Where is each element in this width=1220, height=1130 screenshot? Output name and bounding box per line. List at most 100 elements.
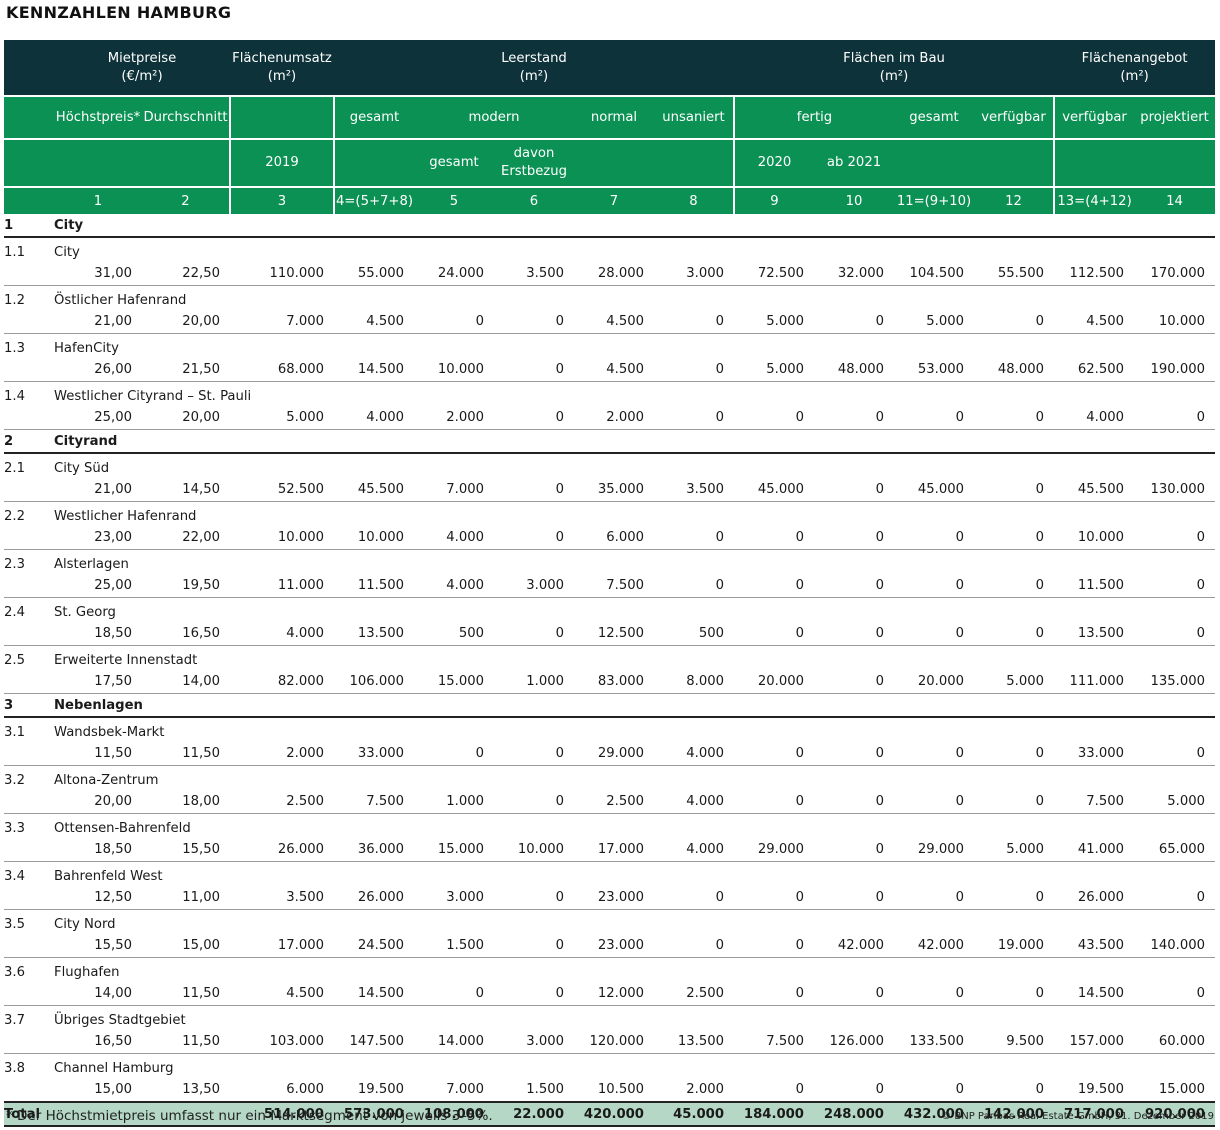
table-cell: 48.000 bbox=[974, 357, 1055, 382]
table-cell: 0 bbox=[814, 789, 894, 814]
header-row-details: 2019 gesamt davon Erstbezug 2020 ab 2021 bbox=[4, 138, 1216, 187]
table-cell: 4.500 bbox=[574, 357, 654, 382]
table-cell: 9.500 bbox=[974, 1029, 1055, 1054]
total-row: Total 514.000 573.000 108.000 22.000 420.000 4… bbox=[4, 1101, 1216, 1127]
header-modern-gesamt: gesamt bbox=[414, 138, 494, 187]
table-cell: 28.000 bbox=[574, 261, 654, 286]
table-cell: 2.500 bbox=[574, 789, 654, 814]
district-id: 1.2 bbox=[4, 293, 25, 308]
header-unsaniert: unsaniert bbox=[654, 95, 734, 139]
table-cell: 15,00 bbox=[54, 1077, 142, 1103]
table-cell: 11,50 bbox=[142, 741, 230, 766]
district-name: Alsterlagen bbox=[54, 557, 129, 572]
district-id: 2.5 bbox=[4, 653, 25, 668]
table-cell: 17.000 bbox=[230, 933, 334, 958]
table-cell: 3.500 bbox=[494, 261, 574, 286]
district-name: Westlicher Cityrand – St. Pauli bbox=[54, 389, 252, 404]
table-cell: 45.500 bbox=[1054, 477, 1135, 502]
district-id: 2.3 bbox=[4, 557, 25, 572]
col-number: 1 bbox=[54, 186, 142, 214]
district-name: Altona-Zentrum bbox=[54, 773, 159, 788]
table-cell: 0 bbox=[494, 981, 574, 1006]
header-durchschnitt: Durchschnitt bbox=[142, 95, 230, 139]
table-cell: 0 bbox=[494, 405, 574, 430]
col-number: 12 bbox=[974, 186, 1055, 214]
district-values-row: 11,50 11,50 2.000 33.000 0 0 29.000 4.000 0 0 0 0 33… bbox=[4, 741, 1216, 766]
table-cell: 7.000 bbox=[230, 309, 334, 334]
table-cell: 0 bbox=[814, 405, 894, 430]
table-cell: 0 bbox=[974, 525, 1055, 550]
table-cell: 0 bbox=[814, 837, 894, 862]
copyright: © BNP Paribas Real Estate GmbH, 31. Deze… bbox=[941, 1111, 1214, 1122]
table-cell: 0 bbox=[1134, 885, 1216, 910]
table-cell: 72.500 bbox=[734, 261, 814, 286]
table-cell: 0 bbox=[654, 525, 734, 550]
table-cell: 126.000 bbox=[814, 1029, 894, 1054]
table-cell: 13.500 bbox=[334, 621, 414, 646]
header-flaechen-im-bau: Flächen im Bau (m²) bbox=[734, 40, 1055, 96]
table-cell: 23,00 bbox=[54, 525, 142, 550]
table-cell: 0 bbox=[814, 309, 894, 334]
table-cell: 2.500 bbox=[230, 789, 334, 814]
section-row: 2 Cityrand bbox=[4, 429, 1216, 454]
table-cell: 26,00 bbox=[54, 357, 142, 382]
table-cell: 18,50 bbox=[54, 837, 142, 862]
kennzahlen-table: Mietpreise (€/m²) Flächenumsatz (m²) Leers… bbox=[4, 40, 1216, 1127]
col-number: 3 bbox=[229, 186, 334, 214]
table-cell: 42.000 bbox=[894, 933, 974, 958]
table-cell: 45.500 bbox=[334, 477, 414, 502]
table-cell: 0 bbox=[414, 741, 494, 766]
section-number: 3 bbox=[4, 693, 54, 718]
header-row-column-numbers: 1 2 3 4=(5+7+8) 5 6 7 8 9 10 11=(9+10) 1… bbox=[4, 186, 1216, 214]
table-cell: 14.500 bbox=[334, 357, 414, 382]
table-cell: 0 bbox=[654, 573, 734, 598]
header-ab-2021: ab 2021 bbox=[814, 138, 894, 187]
table-cell: 2.500 bbox=[654, 981, 734, 1006]
total-cell: 22.000 bbox=[494, 1101, 574, 1127]
table-cell: 7.500 bbox=[1054, 789, 1135, 814]
table-cell: 0 bbox=[734, 981, 814, 1006]
total-cell: 248.000 bbox=[814, 1101, 894, 1127]
table-cell: 83.000 bbox=[574, 669, 654, 694]
table-cell: 110.000 bbox=[230, 261, 334, 286]
district-name-row: 2.3 Alsterlagen bbox=[4, 550, 1215, 574]
district-values-row: 16,50 11,50 103.000 147.500 14.000 3.000 120.0… bbox=[4, 1029, 1216, 1054]
district-name-row: 2.2 Westlicher Hafenrand bbox=[4, 502, 1215, 526]
table-cell: 25,00 bbox=[54, 405, 142, 430]
table-cell: 10.000 bbox=[414, 357, 494, 382]
table-cell: 1.500 bbox=[414, 933, 494, 958]
district-name: Östlicher Hafenrand bbox=[54, 293, 187, 308]
table-cell: 13,50 bbox=[142, 1077, 230, 1103]
table-cell: 0 bbox=[814, 621, 894, 646]
table-cell: 0 bbox=[734, 405, 814, 430]
table-cell: 7.500 bbox=[734, 1029, 814, 1054]
table-cell: 20.000 bbox=[734, 669, 814, 694]
table-cell: 22,50 bbox=[142, 261, 230, 286]
col-number: 6 bbox=[494, 186, 574, 214]
section-number: 1 bbox=[4, 214, 54, 238]
table-cell: 190.000 bbox=[1134, 357, 1216, 382]
table-cell: 157.000 bbox=[1054, 1029, 1135, 1054]
total-label: Total bbox=[4, 1101, 230, 1127]
header-leerstand: Leerstand (m²) bbox=[334, 40, 734, 96]
table-cell: 112.500 bbox=[1054, 261, 1135, 286]
section-name: Nebenlagen bbox=[54, 693, 1216, 718]
table-cell: 25,00 bbox=[54, 573, 142, 598]
table-cell: 0 bbox=[734, 933, 814, 958]
header-normal: normal bbox=[574, 95, 654, 139]
table-cell: 0 bbox=[734, 573, 814, 598]
district-name-row: 3.3 Ottensen-Bahrenfeld bbox=[4, 814, 1215, 838]
district-id: 3.3 bbox=[4, 821, 25, 836]
table-cell: 35.000 bbox=[574, 477, 654, 502]
table-cell: 1.000 bbox=[414, 789, 494, 814]
table-cell: 0 bbox=[974, 741, 1055, 766]
section-row: 1 City bbox=[4, 214, 1216, 238]
table-cell: 0 bbox=[494, 741, 574, 766]
table-cell: 5.000 bbox=[1134, 789, 1216, 814]
district-values-row: 18,50 15,50 26.000 36.000 15.000 10.000 17.000… bbox=[4, 837, 1216, 862]
table-cell: 68.000 bbox=[230, 357, 334, 382]
district-values-row: 25,00 20,00 5.000 4.000 2.000 0 2.000 0 0 0 0 0 4.00… bbox=[4, 405, 1216, 430]
district-values-row: 23,00 22,00 10.000 10.000 4.000 0 6.000 0 0 0 0 0 10… bbox=[4, 525, 1216, 550]
header-mietpreise: Mietpreise (€/m²) bbox=[54, 40, 230, 96]
table-cell: 20,00 bbox=[142, 405, 230, 430]
